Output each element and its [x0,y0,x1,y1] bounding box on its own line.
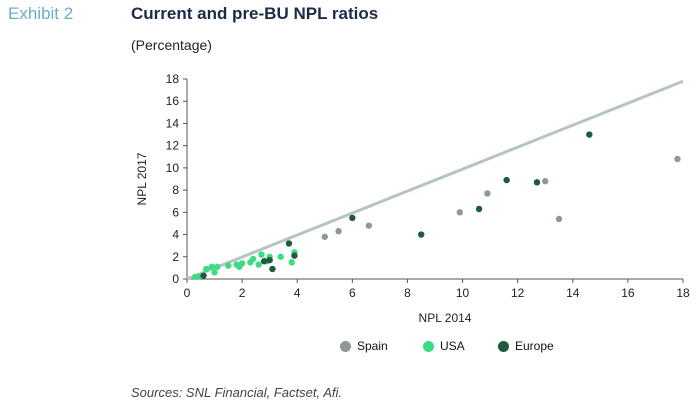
reference-line [186,79,684,281]
point-usa [255,261,262,268]
point-europe [291,252,298,259]
point-europe [200,272,207,279]
legend-marker-europe [498,340,509,352]
source-note: Sources: SNL Financial, Factset, Afi. [131,385,342,400]
point-usa [214,263,221,270]
point-usa [238,260,246,267]
x-tick-label: 8 [404,286,411,300]
point-usa [194,273,202,280]
y-tick-label: 12 [166,139,180,153]
chart-title: Current and pre-BU NPL ratios [131,4,379,23]
y-tick-label: 8 [172,183,179,197]
y-tick-label: 4 [172,228,179,242]
legend-item-spain: Spain [340,339,388,353]
chart-subtitle: (Percentage) [131,37,212,53]
x-tick-label: 18 [676,286,690,300]
x-tick-label: 2 [239,286,246,300]
x-tick-label: 4 [294,286,301,300]
point-usa [203,265,210,273]
x-tick-label: 6 [349,286,356,300]
point-europe [266,256,273,264]
y-tick-label: 6 [172,205,179,219]
point-usa [211,269,218,276]
y-tick-label: 2 [172,250,179,264]
y-tick-label: 16 [166,94,180,108]
point-europe [503,176,510,184]
point-spain [365,222,373,229]
point-europe [418,231,425,238]
legend-marker-spain [340,340,351,352]
legend-item-usa: USA [423,339,465,353]
y-tick-label: 0 [172,272,179,286]
y-tick-label: 18 [166,72,180,86]
point-usa [249,255,257,263]
point-usa [277,253,284,260]
exhibit-label: Exhibit 2 [8,4,74,23]
point-europe [269,265,276,273]
x-tick-label: 14 [566,286,580,300]
point-europe [349,214,356,222]
legend-label-spain: Spain [357,339,388,353]
point-usa [288,259,295,266]
x-tick-label: 12 [511,286,525,300]
x-tick-label: 16 [621,286,635,300]
point-europe [533,179,541,186]
legend-label-europe: Europe [515,339,554,353]
point-spain [484,190,491,197]
point-spain [321,233,328,240]
point-europe [285,240,293,247]
x-tick-label: 0 [184,286,191,300]
legend-marker-usa [423,340,434,352]
point-usa [225,262,232,269]
point-spain [335,228,342,235]
point-spain [542,178,549,185]
x-tick-label: 10 [456,286,470,300]
point-usa [258,251,265,258]
point-spain [674,155,681,163]
y-tick-label: 10 [166,161,180,175]
legend-label-usa: USA [440,339,465,353]
x-axis-label: NPL 2014 [419,311,472,325]
point-europe [586,131,593,138]
point-usa [208,263,215,270]
legend-item-europe: Europe [498,339,554,353]
point-europe [260,258,268,265]
point-spain [456,209,463,216]
y-axis-label: NPL 2017 [135,152,149,205]
point-spain [555,215,563,223]
point-europe [475,205,483,213]
y-tick-label: 14 [166,116,180,130]
